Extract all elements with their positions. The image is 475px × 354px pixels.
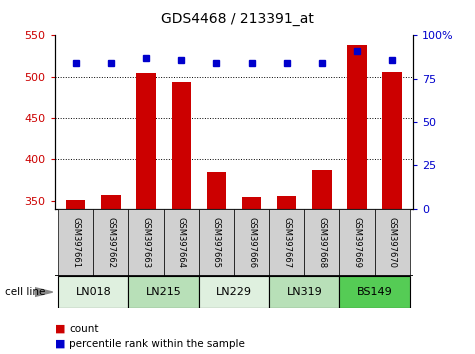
Bar	[101, 195, 121, 209]
Bar	[347, 45, 367, 209]
Bar	[128, 276, 199, 308]
Text: GSM397663: GSM397663	[142, 217, 151, 268]
Bar	[171, 82, 191, 209]
Bar	[93, 209, 128, 276]
Bar	[58, 276, 128, 308]
Text: GSM397669: GSM397669	[352, 217, 361, 268]
Bar	[199, 276, 269, 308]
Text: GSM397667: GSM397667	[282, 217, 291, 268]
Bar	[136, 73, 156, 209]
Text: GSM397670: GSM397670	[388, 217, 397, 268]
Bar	[340, 276, 410, 308]
Polygon shape	[35, 287, 53, 297]
Text: BS149: BS149	[357, 287, 392, 297]
Text: GSM397665: GSM397665	[212, 217, 221, 268]
Bar	[128, 209, 163, 276]
Bar	[66, 200, 86, 209]
Bar	[234, 209, 269, 276]
Bar	[382, 72, 402, 209]
Text: LN229: LN229	[216, 287, 252, 297]
Bar	[277, 196, 296, 209]
Bar	[269, 276, 340, 308]
Text: GSM397664: GSM397664	[177, 217, 186, 268]
Text: count: count	[69, 324, 98, 333]
Text: GSM397668: GSM397668	[317, 217, 326, 268]
Bar	[340, 209, 375, 276]
Text: LN215: LN215	[146, 287, 181, 297]
Bar	[58, 209, 93, 276]
Bar	[304, 209, 340, 276]
Text: LN018: LN018	[76, 287, 111, 297]
Bar	[312, 170, 332, 209]
Bar	[269, 209, 304, 276]
Text: cell line: cell line	[5, 287, 45, 297]
Bar	[242, 197, 261, 209]
Text: GSM397662: GSM397662	[106, 217, 115, 268]
Bar	[375, 209, 410, 276]
Text: ■: ■	[55, 324, 65, 333]
Text: GSM397661: GSM397661	[71, 217, 80, 268]
Bar	[163, 209, 199, 276]
Text: LN319: LN319	[286, 287, 322, 297]
Text: percentile rank within the sample: percentile rank within the sample	[69, 339, 245, 349]
Text: GSM397666: GSM397666	[247, 217, 256, 268]
Text: ■: ■	[55, 339, 65, 349]
Text: GDS4468 / 213391_at: GDS4468 / 213391_at	[161, 12, 314, 27]
Bar	[199, 209, 234, 276]
Bar	[207, 172, 226, 209]
